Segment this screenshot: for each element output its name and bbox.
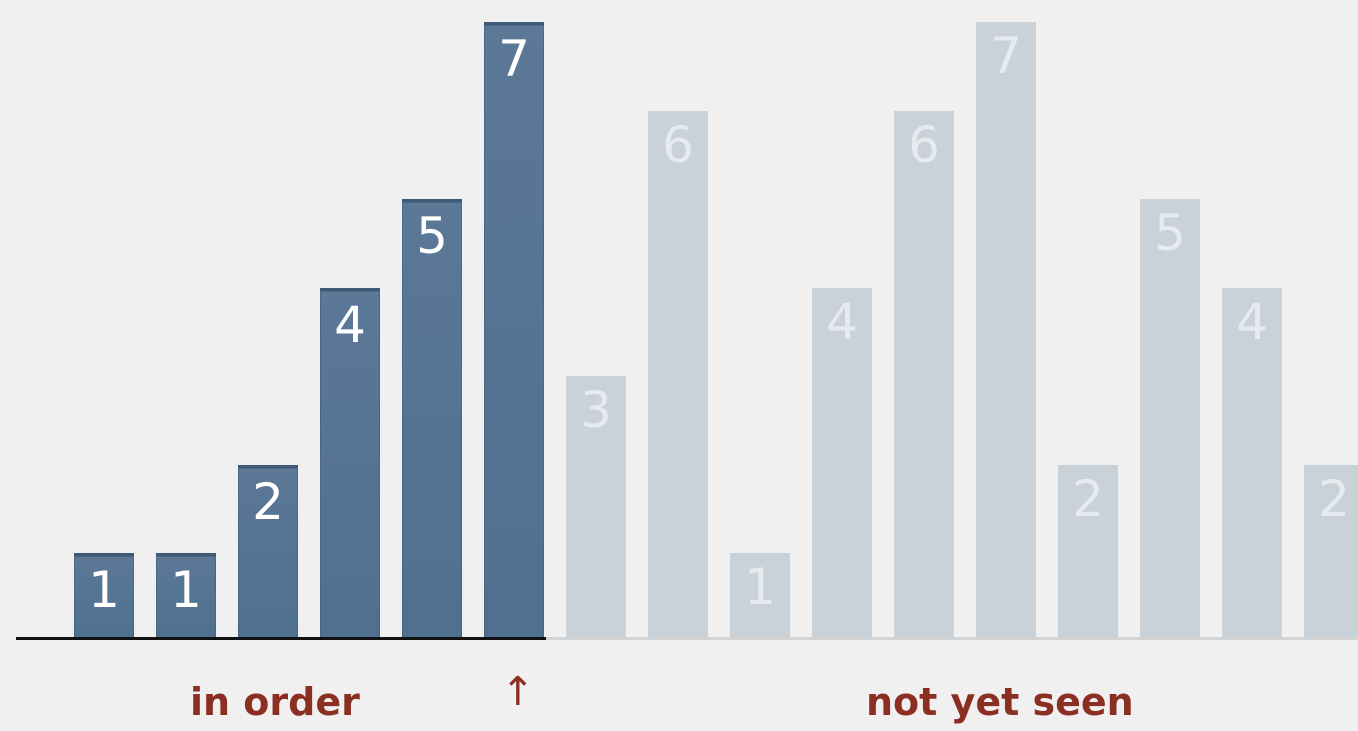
- sorted-baseline: [16, 637, 546, 640]
- bar-value-label: 2: [252, 472, 284, 531]
- unseen-baseline: [546, 637, 1358, 640]
- bar-value-label: 4: [826, 292, 858, 351]
- bar-value-label: 5: [416, 207, 448, 265]
- bar-not-yet-seen-14: 5: [1140, 199, 1200, 638]
- bar-value-label: 1: [744, 558, 776, 616]
- bar-in-order-4: 4: [320, 287, 380, 638]
- bar-not-yet-seen-9: 1: [730, 553, 790, 638]
- bar-value-label: 1: [170, 561, 202, 619]
- bar-in-order-5: 5: [402, 199, 462, 638]
- bar-not-yet-seen-7: 3: [566, 376, 626, 638]
- bar-value-label: 6: [662, 115, 694, 174]
- in-order-caption: in order: [190, 680, 360, 724]
- bar-not-yet-seen-16: 2: [1304, 464, 1358, 638]
- bar-value-label: 5: [1154, 204, 1186, 262]
- bar-value-label: 2: [1318, 469, 1350, 528]
- not-yet-seen-caption: not yet seen: [866, 680, 1134, 724]
- bar-not-yet-seen-8: 6: [648, 110, 708, 638]
- bar-in-order-3: 2: [238, 464, 298, 638]
- bar-in-order-6: 7: [484, 22, 544, 638]
- bar-value-label: 7: [498, 30, 530, 88]
- bar-not-yet-seen-12: 7: [976, 22, 1036, 638]
- bar-value-label: 3: [580, 381, 612, 439]
- bar-value-label: 6: [908, 115, 940, 174]
- up-arrow-icon: ↑: [501, 669, 535, 715]
- bar-not-yet-seen-13: 2: [1058, 464, 1118, 638]
- bar-value-label: 4: [334, 295, 366, 354]
- bar-value-label: 4: [1236, 292, 1268, 351]
- bar-not-yet-seen-11: 6: [894, 110, 954, 638]
- bar-not-yet-seen-15: 4: [1222, 287, 1282, 638]
- bar-in-order-2: 1: [156, 553, 216, 638]
- bar-not-yet-seen-10: 4: [812, 287, 872, 638]
- bar-in-order-1: 1: [74, 553, 134, 638]
- bar-value-label: 7: [990, 27, 1022, 85]
- bar-value-label: 2: [1072, 469, 1104, 528]
- bar-value-label: 1: [88, 561, 120, 619]
